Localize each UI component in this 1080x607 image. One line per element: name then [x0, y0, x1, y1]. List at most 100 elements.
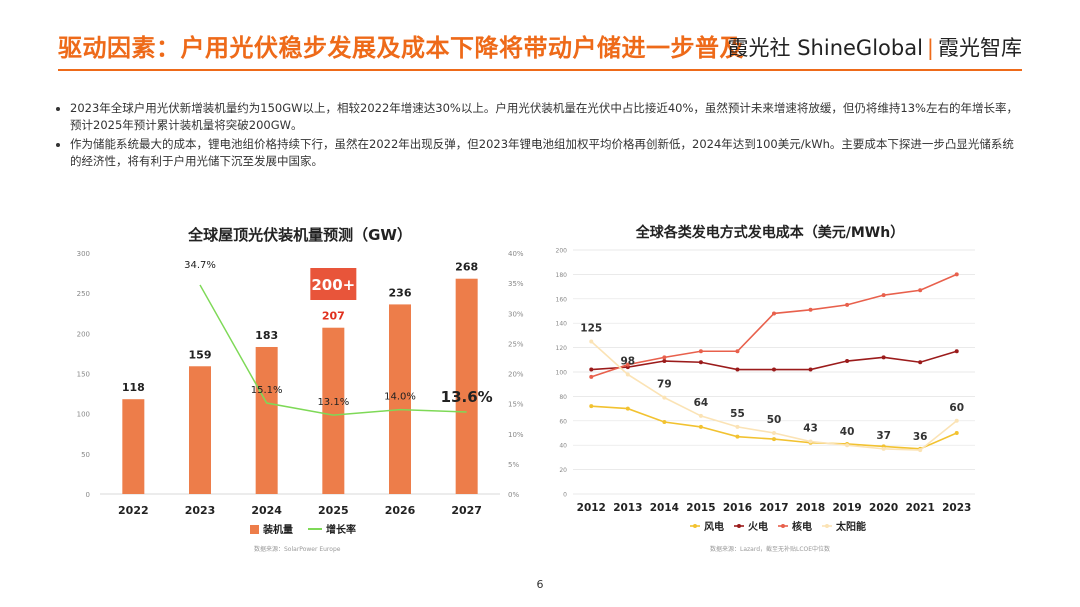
chart-title: 全球各类发电方式发电成本（美元/MWh） — [635, 224, 904, 241]
series-point — [589, 374, 594, 379]
series-point — [735, 349, 740, 354]
y-tick-label: 180 — [556, 272, 568, 279]
y2-tick-label: 20% — [508, 371, 524, 379]
legend-label-bar: 装机量 — [262, 523, 293, 536]
data-label: 40 — [840, 426, 855, 438]
data-label: 55 — [730, 408, 745, 420]
x-tick-label: 2024 — [251, 504, 282, 517]
page-number: 6 — [536, 578, 544, 591]
series-point — [954, 349, 959, 354]
series-point — [698, 424, 703, 429]
series-point — [881, 355, 886, 360]
data-label: 64 — [694, 397, 709, 409]
page-title: 驱动因素：户用光伏稳步发展及成本下降将带动户储进一步普及 — [58, 34, 744, 62]
series-point — [625, 362, 630, 367]
x-tick-label: 2014 — [650, 502, 679, 514]
y2-tick-label: 0% — [508, 491, 519, 499]
bar-value-label: 268 — [455, 261, 478, 274]
y-tick-label: 140 — [556, 321, 568, 328]
series-point — [589, 339, 594, 344]
growth-rate-label: 14.0% — [384, 392, 416, 403]
series-point — [881, 293, 886, 298]
x-tick-label: 2018 — [796, 502, 825, 514]
series-point — [698, 360, 703, 365]
bar — [322, 327, 345, 494]
callout-label: 200+ — [311, 276, 355, 294]
y-tick-label: 100 — [556, 370, 568, 377]
bullet-list: 2023年全球户用光伏新增装机量约为150GW以上，相较2022年增速达30%以… — [58, 100, 1022, 172]
y-tick-label: 250 — [77, 290, 90, 298]
bar-value-label: 183 — [255, 329, 278, 342]
growth-rate-line — [199, 284, 467, 416]
bar-value-label: 159 — [189, 348, 212, 361]
data-label: 43 — [803, 423, 818, 435]
series-point — [662, 355, 667, 360]
series-point — [808, 439, 813, 444]
legend-swatch-bar — [250, 525, 259, 534]
series-point — [954, 418, 959, 423]
x-tick-label: 2023 — [942, 502, 971, 514]
series-point — [808, 307, 813, 312]
y2-tick-label: 5% — [508, 461, 519, 469]
x-tick-label: 2015 — [686, 502, 715, 514]
series-point — [845, 443, 850, 448]
series-point — [918, 288, 923, 293]
data-label: 37 — [876, 430, 891, 442]
y-tick-label: 80 — [559, 394, 567, 401]
y2-tick-label: 30% — [508, 310, 524, 318]
y-tick-label: 200 — [556, 248, 568, 255]
bar-value-label: 207 — [322, 310, 345, 323]
x-tick-label: 2022 — [118, 504, 149, 517]
series-point — [735, 367, 740, 372]
series-point — [808, 367, 813, 372]
rooftop-pv-chart: 全球屋顶光伏装机量预测（GW） 0 50 100 150 200 250 300 0% 5% 10%… — [77, 226, 524, 553]
series-point — [589, 404, 594, 409]
series-point — [954, 431, 959, 435]
legend-swatch-dot — [825, 524, 829, 528]
y-tick-label: 0 — [86, 491, 90, 499]
series-point — [662, 359, 667, 364]
data-label: 50 — [767, 414, 782, 426]
growth-rate-label: 15.1% — [251, 385, 283, 396]
bar — [122, 399, 145, 494]
series-point — [662, 395, 667, 400]
y-tick-label: 200 — [77, 330, 90, 338]
chart-source: 数据来源：Lazard，截至无补贴LCOE中位数 — [710, 545, 830, 553]
series-point — [772, 311, 776, 316]
x-tick-label: 2026 — [385, 504, 416, 517]
bar — [455, 278, 478, 494]
growth-rate-label: 13.1% — [317, 397, 349, 408]
series-point — [589, 367, 594, 372]
series-point — [845, 359, 850, 364]
x-tick-label: 2021 — [906, 502, 935, 514]
bar — [189, 366, 211, 494]
chart-title: 全球屋顶光伏装机量预测（GW） — [187, 226, 412, 244]
y2-tick-label: 25% — [508, 340, 524, 348]
brand-separator: | — [926, 36, 934, 60]
x-tick-label: 2012 — [577, 502, 606, 514]
bar-value-label: 118 — [122, 381, 145, 394]
legend-label: 火电 — [748, 520, 768, 533]
data-label: 60 — [949, 402, 964, 414]
x-tick-label: 2013 — [613, 502, 642, 514]
x-tick-label: 2027 — [451, 504, 482, 517]
legend-label: 核电 — [792, 520, 812, 533]
brand-left: 霞光社 ShineGlobal — [727, 36, 923, 60]
brand-logo: 霞光社 ShineGlobal | 霞光智库 — [728, 32, 1022, 62]
legend-swatch-dot — [781, 524, 785, 528]
series-line — [591, 273, 958, 378]
y-tick-label: 40 — [559, 443, 567, 450]
x-tick-label: 2023 — [185, 504, 216, 517]
x-tick-label: 2016 — [723, 502, 752, 514]
bar — [255, 346, 278, 494]
y2-tick-label: 10% — [508, 431, 524, 439]
legend-swatch-dot — [693, 524, 697, 528]
series-point — [772, 431, 776, 435]
generation-cost-chart: 全球各类发电方式发电成本（美元/MWh） 0 20 40 60 80 100 120 140 16… — [556, 224, 975, 553]
growth-rate-label: 13.6% — [441, 388, 493, 406]
legend-swatch-dot — [737, 524, 741, 528]
y-tick-label: 160 — [556, 296, 568, 303]
bullet-item: 2023年全球户用光伏新增装机量约为150GW以上，相较2022年增速达30%以… — [70, 100, 1022, 134]
series-point — [625, 372, 630, 377]
growth-rate-label: 34.7% — [184, 260, 216, 271]
